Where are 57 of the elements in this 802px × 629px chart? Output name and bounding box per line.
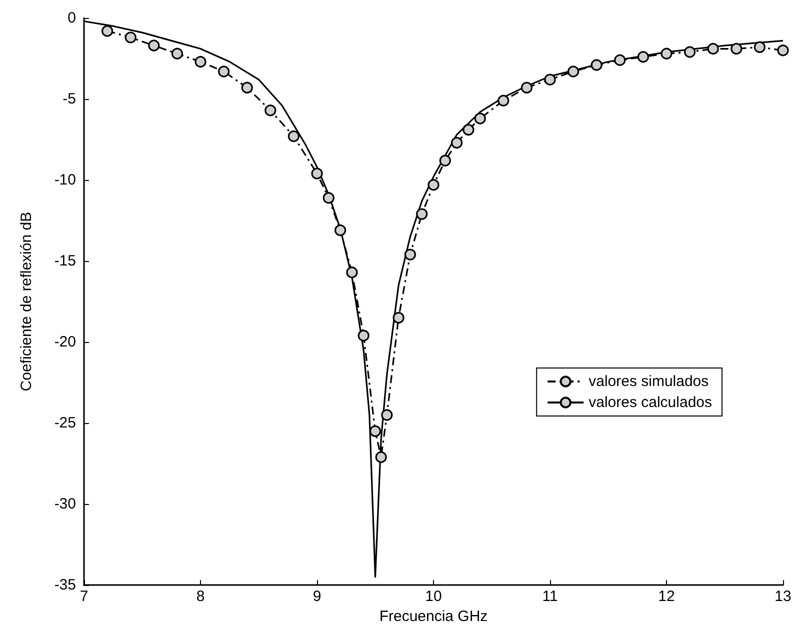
point bbox=[334, 224, 346, 236]
point bbox=[474, 112, 486, 124]
point bbox=[660, 48, 672, 60]
point bbox=[684, 46, 696, 58]
x-tick-label: 7 bbox=[80, 588, 88, 606]
x-tick-label: 11 bbox=[542, 588, 558, 606]
point bbox=[777, 44, 789, 56]
point bbox=[241, 82, 253, 94]
x-tick-label: 9 bbox=[312, 588, 322, 606]
point bbox=[439, 154, 451, 166]
point bbox=[498, 94, 510, 106]
point bbox=[218, 66, 230, 78]
y-tick-label: -5 bbox=[62, 90, 76, 108]
point bbox=[520, 82, 532, 94]
point bbox=[730, 42, 742, 55]
point bbox=[171, 48, 183, 60]
point bbox=[194, 56, 206, 68]
point bbox=[404, 248, 416, 260]
y-tick-label: -30 bbox=[54, 496, 76, 513]
y-tick-label: -20 bbox=[54, 334, 76, 351]
y-tick-label: -25 bbox=[54, 414, 76, 432]
point bbox=[148, 40, 160, 52]
y-axis-title: Coeficiente de reflexión dB bbox=[18, 212, 35, 392]
point bbox=[288, 130, 300, 142]
point bbox=[544, 74, 556, 86]
legend-label: valores calculados bbox=[588, 394, 712, 411]
y-tick-label: 0 bbox=[68, 10, 76, 26]
point bbox=[346, 266, 358, 278]
point bbox=[124, 32, 136, 44]
y-tick-label: -15 bbox=[54, 252, 76, 270]
point bbox=[428, 179, 440, 191]
point bbox=[462, 124, 474, 136]
point bbox=[416, 208, 428, 220]
y-tick-label: -35 bbox=[54, 576, 76, 594]
legend-label: valores simulados bbox=[588, 373, 709, 390]
point bbox=[590, 59, 602, 71]
point bbox=[369, 425, 382, 437]
point bbox=[637, 51, 649, 63]
point bbox=[375, 451, 387, 463]
point bbox=[264, 104, 276, 116]
point bbox=[451, 136, 463, 149]
y-tick-label: -10 bbox=[54, 172, 76, 189]
x-tick-label: 10 bbox=[425, 588, 442, 606]
point bbox=[311, 168, 323, 180]
point bbox=[707, 42, 719, 55]
x-tick-label: 13 bbox=[774, 588, 792, 606]
point bbox=[381, 409, 393, 421]
point bbox=[322, 192, 334, 204]
point bbox=[358, 330, 370, 342]
x-tick-label: 8 bbox=[196, 588, 205, 606]
point bbox=[568, 66, 580, 78]
point bbox=[614, 54, 626, 66]
x-tick-label: 12 bbox=[658, 588, 675, 606]
point bbox=[392, 312, 404, 324]
point bbox=[754, 41, 766, 53]
point bbox=[102, 25, 114, 37]
x-axis-title: Frecuencia GHz bbox=[379, 608, 488, 625]
